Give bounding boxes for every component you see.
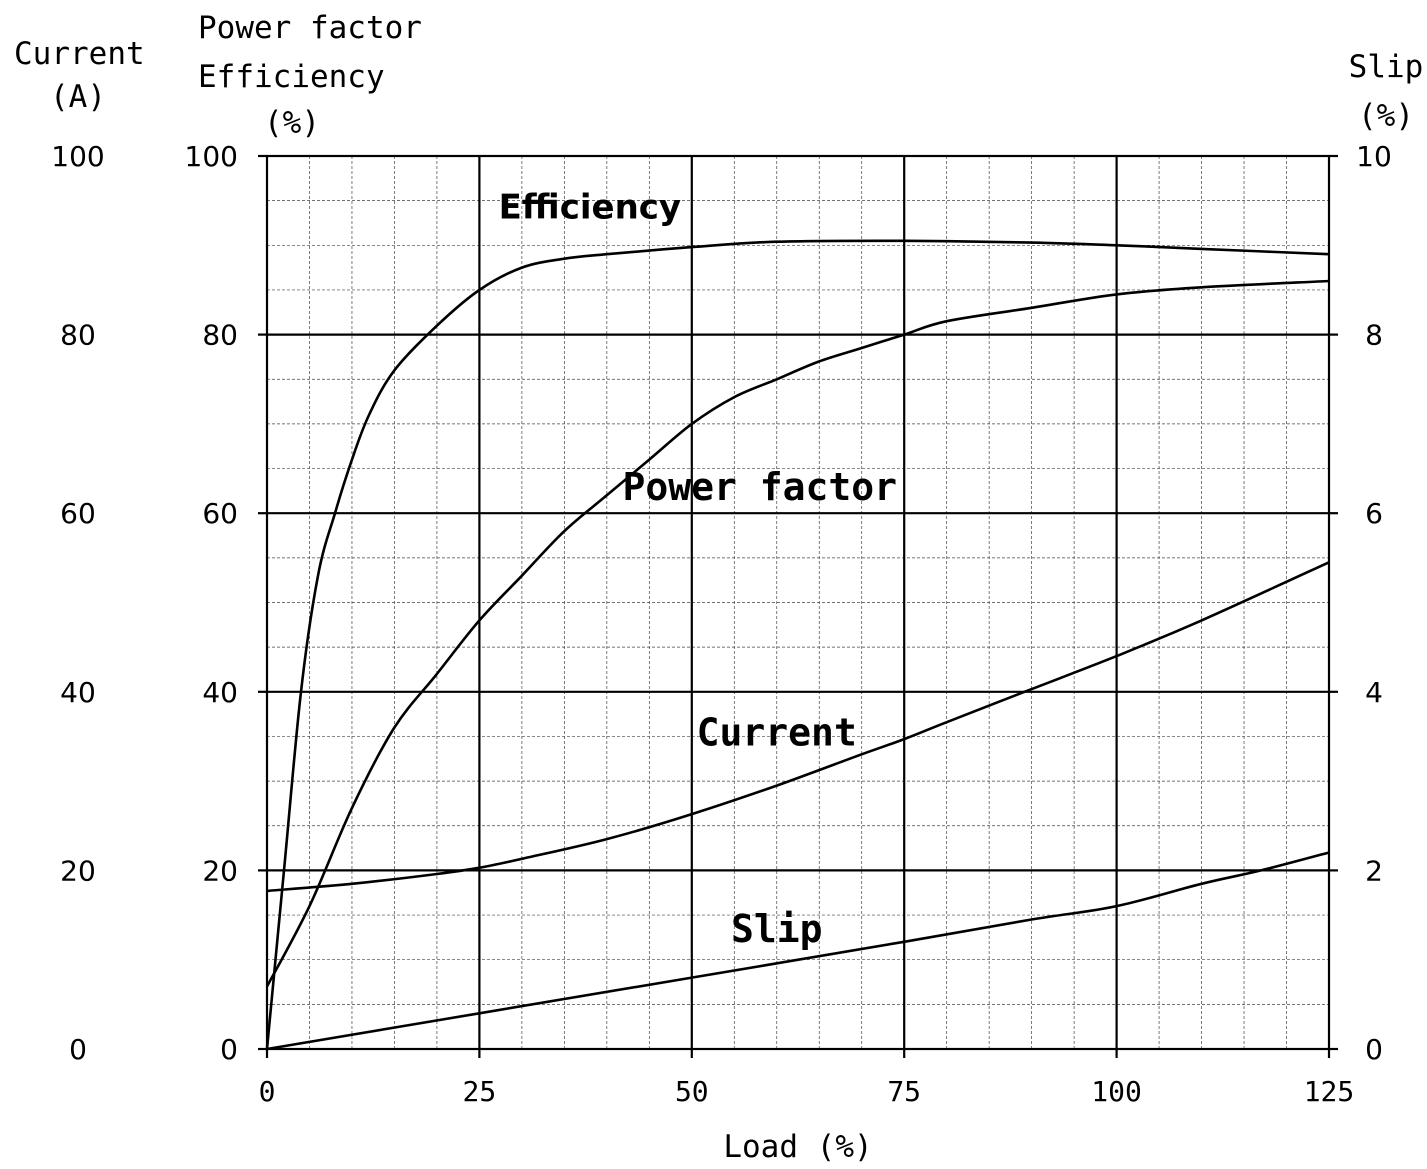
current-tick-label: 0 (69, 1033, 87, 1066)
plot-frame (265, 154, 1331, 1051)
major-grid (267, 156, 1329, 1049)
x-tick-labels: 0 25 50 75 100 125 (259, 1075, 1355, 1108)
current-axis-title: Current (14, 36, 145, 72)
current-curve (266, 561, 1330, 893)
percent-tick-label: 0 (220, 1033, 238, 1066)
current-tick-label: 60 (60, 497, 96, 530)
slip-tick-label: 6 (1365, 497, 1383, 530)
slip-axis-title: Slip (1349, 49, 1424, 85)
x-tick-label: 75 (887, 1075, 921, 1108)
x-tick-label: 25 (463, 1075, 497, 1108)
current-tick-label: 40 (60, 676, 96, 709)
slip-label: Slip (731, 907, 823, 951)
current-label: Current (697, 710, 857, 754)
percent-tick-label: 40 (202, 676, 238, 709)
slip-tick-label: 10 (1356, 140, 1392, 173)
x-tick-label: 125 (1304, 1075, 1355, 1108)
percent-tick-label: 20 (202, 854, 238, 887)
power-factor-curve (265, 279, 1330, 988)
efficiency-label: Efficiency (499, 188, 682, 228)
slip-tick-labels: 0 2 4 6 8 10 (1356, 140, 1392, 1066)
current-axis-unit: (A) (50, 79, 106, 115)
slip-tick-label: 2 (1365, 854, 1383, 887)
x-tick-label: 100 (1091, 1075, 1142, 1108)
slip-tick-label: 0 (1365, 1033, 1383, 1066)
slip-curve (266, 851, 1330, 1051)
percent-tick-label: 100 (185, 140, 238, 173)
percent-tick-label: 60 (202, 497, 238, 530)
efficiency-axis-title: Efficiency (198, 59, 385, 95)
x-axis-title: Load (%) (723, 1129, 872, 1165)
minor-grid (267, 156, 1329, 1049)
percent-tick-label: 80 (202, 319, 238, 352)
current-tick-label: 80 (60, 319, 96, 352)
axis-ticks (258, 154, 1338, 1058)
percent-tick-labels: 0 20 40 60 80 100 (185, 140, 238, 1066)
slip-tick-label: 4 (1365, 676, 1383, 709)
efficiency-curve (265, 239, 1330, 1050)
x-tick-label: 0 (259, 1075, 276, 1108)
slip-tick-label: 8 (1365, 319, 1383, 352)
power-factor-label: Power factor (622, 465, 897, 509)
percent-axis-unit: (%) (264, 105, 320, 141)
slip-axis-unit: (%) (1358, 98, 1414, 134)
current-tick-label: 100 (51, 140, 104, 173)
current-tick-labels: 0 20 40 60 80 100 (51, 140, 104, 1066)
x-tick-label: 50 (675, 1075, 709, 1108)
curve-labels: Efficiency Power factor Current Slip (499, 188, 897, 951)
current-tick-label: 20 (60, 854, 96, 887)
series-curves (265, 239, 1330, 1051)
power-factor-axis-title: Power factor (198, 10, 422, 46)
